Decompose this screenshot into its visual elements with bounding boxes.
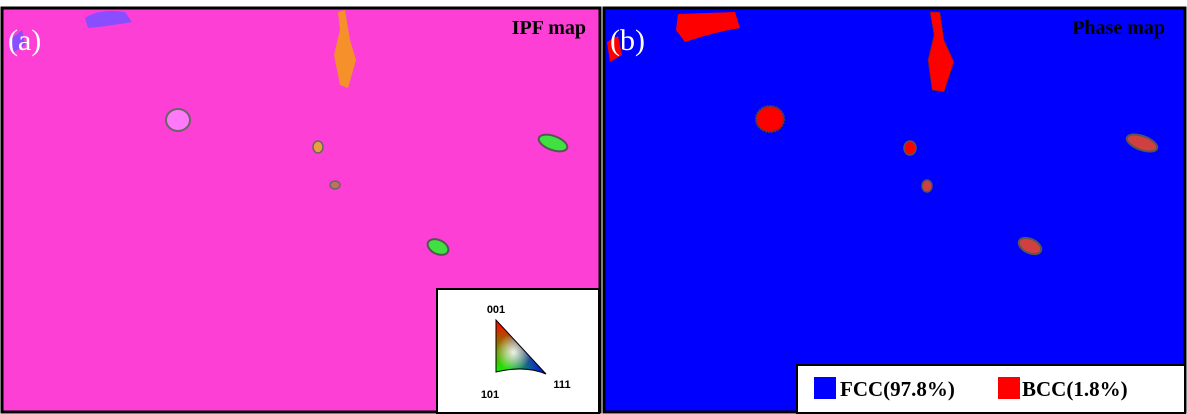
key-label: 001: [487, 304, 505, 316]
ipf-key: 001 101 111: [437, 289, 599, 413]
key-label: 111: [553, 379, 570, 391]
grain: [313, 141, 323, 153]
panel-label: (b): [610, 24, 645, 57]
legend-label: FCC(97.8%): [840, 377, 955, 401]
panel-title: Phase map: [1072, 17, 1165, 39]
bcc-grain: [922, 180, 932, 192]
panel-b: (b) Phase map FCC(97.8%) BCC(1.8%): [604, 8, 1185, 413]
phase-legend: FCC(97.8%) BCC(1.8%): [797, 365, 1185, 413]
page: {"panels": [ {"label": "(a)", "title": "…: [0, 0, 1187, 414]
panel-title: IPF map: [512, 17, 586, 39]
figure: (a) IPF map 001 101 111 (b) Phase map FC…: [0, 0, 1187, 414]
key-label: 101: [481, 389, 499, 401]
phase-map: [604, 8, 1185, 412]
grain: [166, 109, 190, 131]
bcc-grain: [904, 141, 916, 155]
panel-label: (a): [8, 24, 41, 57]
panel-a: (a) IPF map 001 101 111: [2, 8, 600, 413]
legend-label: BCC(1.8%): [1022, 377, 1128, 401]
grain: [330, 181, 340, 189]
legend-swatch: [814, 377, 836, 399]
bcc-grain: [756, 106, 784, 132]
legend-swatch: [998, 377, 1020, 399]
